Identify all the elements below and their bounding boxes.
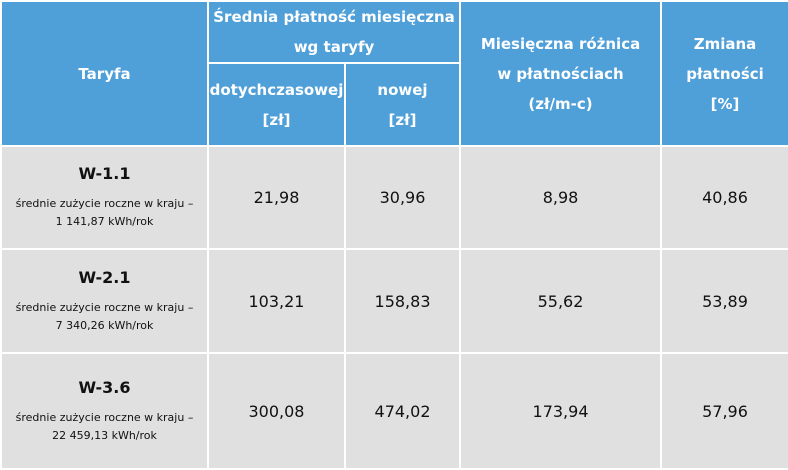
value-text: 40,86 [702,188,748,207]
table-row: W-3.6 średnie zużycie roczne w kraju – 22 … [0,352,788,470]
tariff-note: 1 141,87 kWh/rok [55,215,154,228]
header-cell: Taryfa [0,0,209,147]
value-text: 158,83 [374,291,431,311]
header-text: dotychczasowej [209,80,344,99]
value-cell: 57,96 [660,352,788,470]
tariff-note: średnie zużycie roczne w kraju – [15,197,194,210]
tariff-cell: W-2.1 średnie zużycie roczne w kraju – 7 3… [0,248,209,354]
header-text: [%] [710,94,740,113]
value-cell: 103,21 [207,248,346,354]
tariff-name: W-2.1 [78,267,131,287]
value-cell: 55,62 [459,248,663,354]
header-cell: Zmiana płatności [%] [660,0,788,147]
value-text: 57,96 [702,401,748,421]
value-text: 53,89 [702,291,748,311]
header-cell: dotychczasowej [zł] [207,62,346,147]
header-text: Zmiana [693,34,757,53]
value-cell: 300,08 [207,352,346,470]
header-cell: Miesięczna różnica w płatnościach (zł/m-c) [459,0,663,147]
header-cell: nowej [zł] [343,62,462,147]
header-text: nowej [377,80,428,99]
value-cell: 158,83 [343,248,462,354]
header-cell: Średnia płatność miesięczna wg taryfy [206,0,462,64]
header-text: w płatnościach [497,64,624,83]
value-text: 103,21 [248,291,305,311]
tariff-note: średnie zużycie roczne w kraju – [15,300,194,314]
value-cell: 30,96 [343,145,462,250]
tariff-note: 22 459,13 kWh/rok [52,428,157,442]
value-cell: 21,98 [207,145,346,250]
header-text: wg taryfy [293,38,375,56]
value-text: 55,62 [537,291,584,311]
table-row: W-2.1 średnie zużycie roczne w kraju – 7 3… [0,248,788,354]
header-text: płatności [686,64,764,83]
tariff-cell: W-3.6 średnie zużycie roczne w kraju – 22 … [0,352,209,470]
value-cell: 474,02 [343,352,462,470]
header-text: [zł] [388,110,417,129]
tariff-note: średnie zużycie roczne w kraju – [15,410,194,424]
value-cell: 173,94 [459,352,663,470]
tariff-note: 7 340,26 kWh/rok [55,318,154,332]
value-cell: 8,98 [459,145,663,250]
header-text: Taryfa [78,64,131,83]
header-text: Średnia płatność miesięczna [213,8,455,26]
value-text: 300,08 [248,401,305,421]
value-cell: 53,89 [660,248,788,354]
tariff-name: W-3.6 [78,377,131,397]
value-cell: 40,86 [660,145,788,250]
tariff-cell: W-1.1 średnie zużycie roczne w kraju – 1 1… [0,145,209,250]
tariff-name: W-1.1 [78,164,131,183]
header-text: [zł] [262,110,291,129]
header-text: Miesięczna różnica [480,34,641,53]
value-text: 21,98 [253,188,300,207]
table-row: W-1.1 średnie zużycie roczne w kraju – 1 1… [0,145,788,250]
header-text: (zł/m-c) [528,94,593,113]
value-text: 8,98 [542,188,579,207]
value-text: 173,94 [532,401,589,421]
value-text: 30,96 [379,188,426,207]
value-text: 474,02 [374,401,431,421]
